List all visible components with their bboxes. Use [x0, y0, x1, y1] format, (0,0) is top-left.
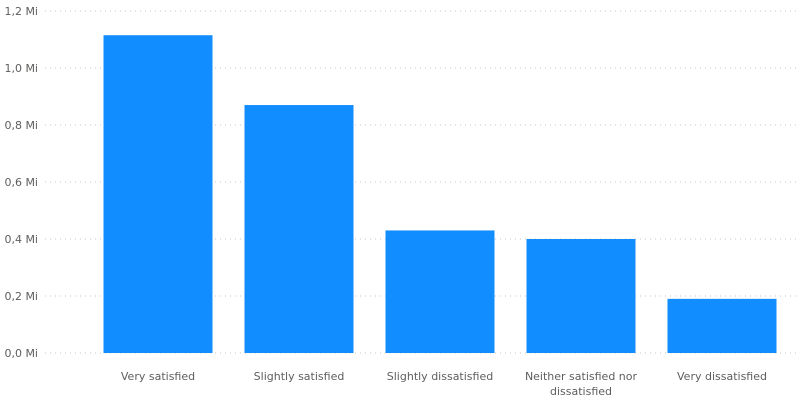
- bar[interactable]: [667, 298, 777, 353]
- x-tick-label-line: Slightly dissatisfied: [387, 370, 493, 383]
- x-tick-label-line: Neither satisfied nor: [525, 370, 638, 383]
- y-tick-label: 0,2 Mi: [4, 290, 38, 303]
- x-tick-label-line: dissatisfied: [550, 385, 612, 398]
- y-axis: 0,0 Mi 0,2 Mi 0,4 Mi 0,6 Mi 0,8 Mi 1,0 Mi 1,2 …: [4, 5, 38, 360]
- bar[interactable]: [526, 239, 636, 353]
- x-tick-label: Very dissatisfied: [677, 370, 767, 383]
- x-tick-label: Slightly satisfied: [254, 370, 345, 383]
- x-tick-label-line: Very satisfied: [121, 370, 195, 383]
- x-tick-label: Neither satisfied nor dissatisfied: [525, 370, 638, 398]
- x-tick-label-line: Very dissatisfied: [677, 370, 767, 383]
- bar[interactable]: [385, 230, 495, 353]
- x-tick-label-line: Slightly satisfied: [254, 370, 345, 383]
- x-tick-label: Very satisfied: [121, 370, 195, 383]
- y-tick-label: 1,0 Mi: [4, 62, 38, 75]
- y-tick-label: 0,4 Mi: [4, 233, 38, 246]
- bar[interactable]: [103, 35, 213, 353]
- x-axis: Very satisfied Slightly satisfied Slightly…: [121, 370, 767, 398]
- bars: [103, 35, 777, 353]
- y-tick-label: 0,0 Mi: [4, 347, 38, 360]
- bar[interactable]: [244, 105, 354, 353]
- y-tick-label: 0,6 Mi: [4, 176, 38, 189]
- x-tick-label: Slightly dissatisfied: [387, 370, 493, 383]
- y-tick-label: 0,8 Mi: [4, 119, 38, 132]
- y-tick-label: 1,2 Mi: [4, 5, 38, 18]
